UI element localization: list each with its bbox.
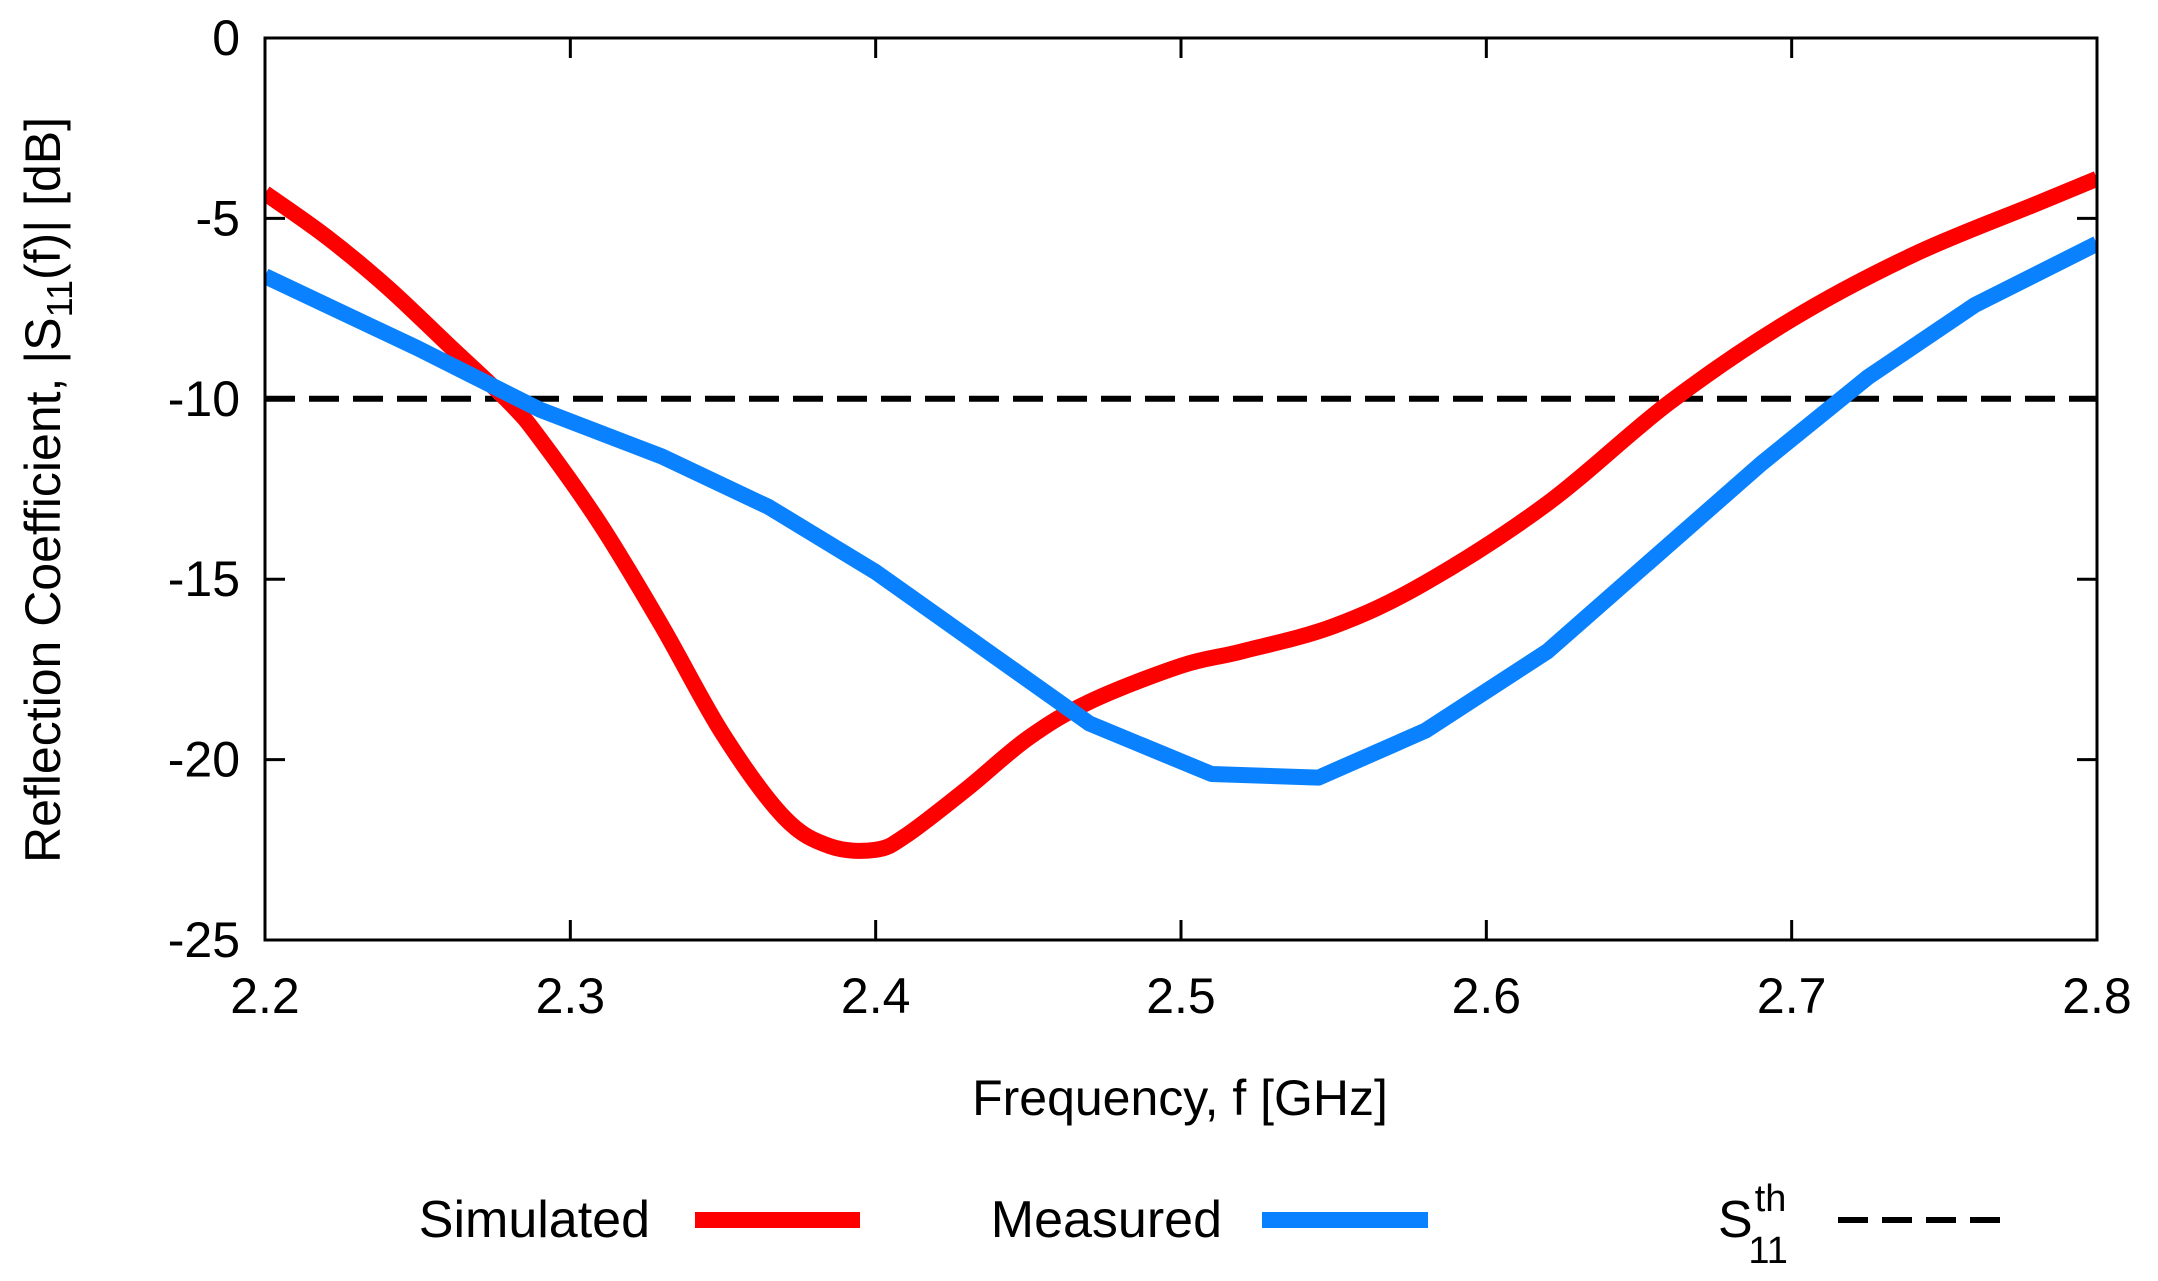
legend-threshold-sup: th — [1755, 1178, 1787, 1220]
axes: 2.2 2.3 2.4 2.5 2.6 2.7 2.8 0 -5 -10 -15 -20 -25 — [168, 10, 2132, 1024]
plot-frame — [263, 36, 2099, 942]
x-tick-label: 2.2 — [230, 968, 300, 1024]
y-tick-label: 0 — [212, 10, 240, 66]
y-tick-label: -25 — [168, 912, 240, 968]
y-axis-title-suffix: (f)| [dB] — [15, 117, 71, 280]
y-tick-label: -20 — [168, 732, 240, 788]
x-tick-label: 2.5 — [1146, 968, 1216, 1024]
x-axis-title: Frequency, f [GHz] — [972, 1070, 1388, 1126]
y-axis-title-prefix: Reflection Coefficient, |S — [15, 317, 71, 863]
x-tick-label: 2.4 — [841, 968, 911, 1024]
legend-threshold-base: S — [1718, 1191, 1753, 1249]
x-tick-label: 2.7 — [1757, 968, 1827, 1024]
y-tick-label: -15 — [168, 551, 240, 607]
legend-threshold-sub: 11 — [1748, 1230, 1787, 1272]
y-axis-title-subscript: 11 — [39, 280, 80, 317]
series-line-measured — [265, 236, 2097, 786]
legend-measured-label: Measured — [991, 1191, 1222, 1249]
y-axis-title: Reflection Coefficient, |S11(f)| [dB] — [15, 117, 80, 863]
legend: Simulated Measured Sth 11 — [419, 1178, 2000, 1272]
x-tick-label: 2.8 — [2062, 968, 2132, 1024]
series-line-simulated — [265, 171, 2097, 859]
legend-simulated-label: Simulated — [419, 1191, 650, 1249]
plot-area — [265, 171, 2097, 859]
x-tick-label: 2.6 — [1452, 968, 1522, 1024]
y-tick-label: -5 — [196, 190, 240, 246]
legend-threshold-label: Sth 11 — [1718, 1178, 1788, 1272]
y-tick-label: -10 — [168, 371, 240, 427]
x-tick-label: 2.3 — [536, 968, 606, 1024]
